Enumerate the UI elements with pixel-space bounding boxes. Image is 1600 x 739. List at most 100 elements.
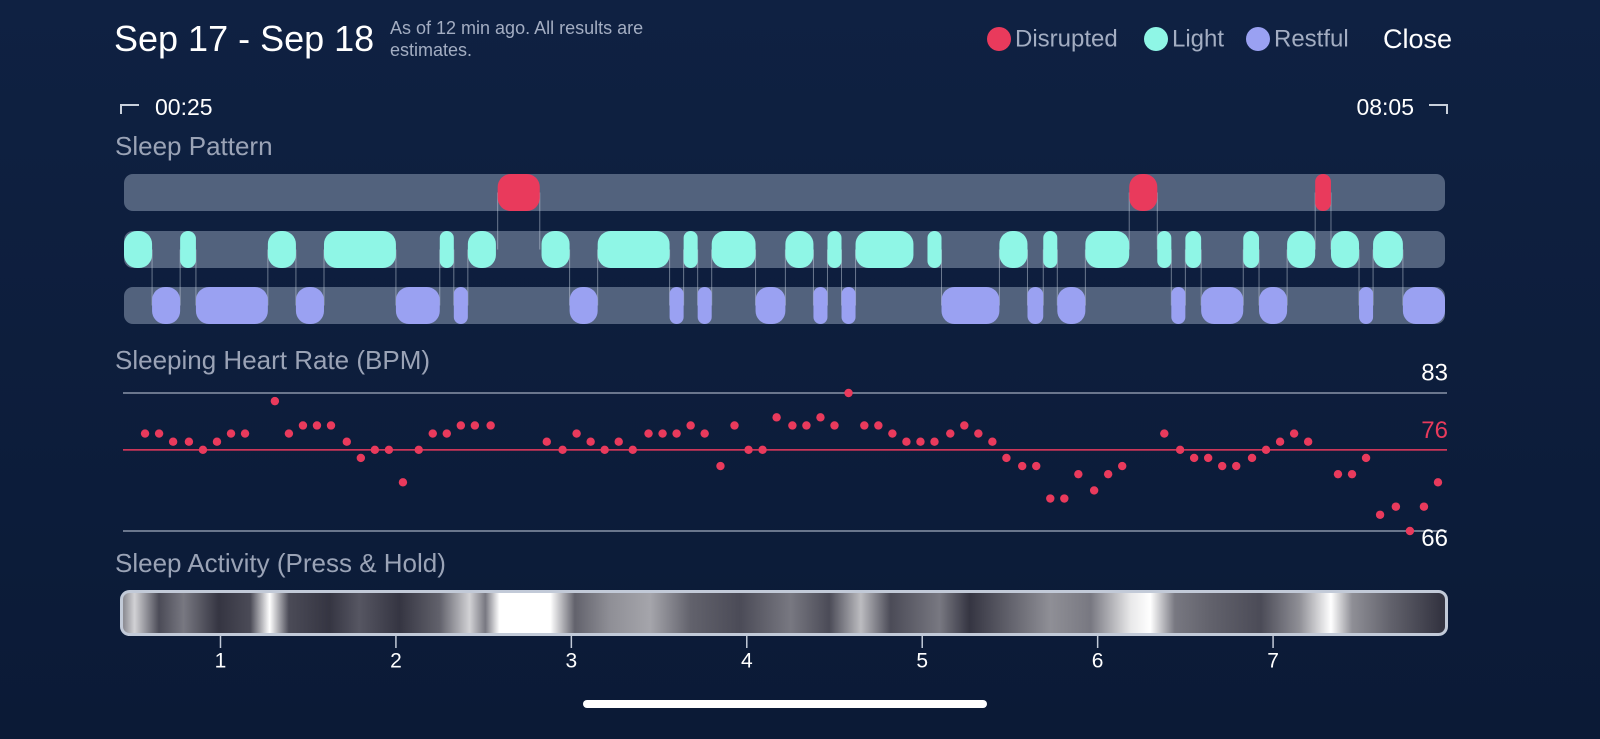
sleep-segment (827, 231, 842, 268)
sleep-segment (395, 287, 440, 324)
sleep-segment (755, 287, 786, 324)
heart-rate-dot (1175, 445, 1185, 455)
heart-rate-dot (600, 445, 609, 455)
heart-rate-dot (686, 421, 695, 430)
section-title: Sleeping Heart Rate (BPM) (115, 345, 430, 375)
sleep-segment (841, 287, 856, 324)
sleep-segment (941, 287, 1000, 324)
sleep-segment (855, 231, 914, 268)
heart-rate-dot (1060, 494, 1069, 503)
x-tick-label: 7 (1267, 650, 1279, 673)
heart-rate-dot (370, 445, 380, 455)
heart-rate-dot (700, 429, 709, 438)
heart-rate-dot (1391, 502, 1401, 511)
sleep-segment (1243, 231, 1260, 268)
heart-rate-dot (486, 421, 495, 430)
sleep-segment (124, 231, 153, 268)
heart-rate-dot (802, 421, 811, 430)
heart-rate-dot (860, 421, 869, 430)
range-start-bracket (120, 104, 139, 114)
heart-rate-dot (830, 421, 839, 430)
heart-rate-dot (226, 429, 236, 438)
sleep-segment (1057, 287, 1086, 324)
heart-rate-dot (572, 429, 581, 438)
sleep-segment (295, 287, 324, 324)
heart-rate-dot (672, 429, 681, 438)
heart-rate-dot (154, 429, 164, 438)
heart-rate-dot (1103, 469, 1113, 479)
heart-rate-dot (744, 445, 753, 455)
legend-swatch (1246, 27, 1270, 51)
range-start: 00:25 (155, 94, 213, 120)
legend-label: Light (1172, 25, 1224, 52)
range-end-bracket (1429, 104, 1448, 114)
heart-rate-dot (1018, 461, 1027, 471)
heart-rate-dot (930, 437, 939, 446)
heart-rate-dot (758, 445, 767, 455)
sleep-segment (453, 287, 468, 324)
x-tick-label: 4 (741, 650, 753, 673)
legend-label: Disrupted (1015, 25, 1118, 52)
sleep-segment (1201, 287, 1244, 324)
sleep-segment (1330, 231, 1360, 268)
sleep-segment (1043, 231, 1058, 268)
x-tick-label: 6 (1092, 650, 1104, 673)
heart-rate-dot (1275, 437, 1285, 446)
heart-rate-dot (558, 445, 567, 455)
x-tick-label: 3 (566, 650, 578, 673)
heart-rate-dot (442, 429, 451, 438)
heart-rate-dot (974, 429, 983, 438)
sleep-segment (497, 174, 540, 211)
heart-rate-dot (644, 429, 653, 438)
heart-rate-dot (1074, 469, 1083, 479)
heart-rate-dot (988, 437, 997, 446)
average-label: 76 (1421, 417, 1448, 444)
heart-rate-dot (844, 388, 853, 398)
heart-rate-dot (168, 437, 178, 446)
sleep-segment (1315, 174, 1331, 211)
heart-rate-dot (960, 421, 969, 430)
sleep-segment (1287, 231, 1316, 268)
heart-rate-dot (1002, 453, 1011, 463)
sleep-segment (1171, 287, 1186, 324)
subtitle: As of 12 min ago. All results are estima… (390, 18, 644, 60)
sleep-segment (669, 287, 684, 324)
section-title: Sleep Pattern (115, 131, 273, 161)
sleep-segment (1373, 231, 1403, 268)
sleep-segment (597, 231, 670, 268)
range-end: 08:05 (1356, 94, 1414, 120)
sleep-segment (323, 231, 396, 268)
heart-rate-dot (788, 421, 797, 430)
heart-rate-dot (916, 437, 925, 446)
heart-rate-dot (874, 421, 883, 430)
heart-rate-dot (772, 413, 781, 422)
heart-rate-dot (298, 421, 308, 430)
heart-rate-dot (456, 421, 466, 430)
heart-rate-dot (586, 437, 595, 446)
sleep-segment (1085, 231, 1130, 268)
heart-rate-dot (1347, 469, 1357, 479)
x-tick-label: 5 (916, 650, 928, 673)
title: Sep 17 - Sep 18 (114, 18, 375, 59)
sleep-segment (439, 231, 454, 268)
heart-rate-dot (1118, 461, 1127, 471)
sleep-segment (1402, 287, 1445, 324)
heart-rate-dot (1046, 494, 1055, 503)
sleep-segment (1259, 287, 1288, 324)
sleep-segment (569, 287, 598, 324)
heart-rate-dot (184, 437, 194, 446)
heart-rate-dot (1333, 469, 1343, 479)
heart-rate-dot (284, 429, 294, 438)
x-tick-label: 1 (215, 650, 227, 673)
y-tick-label: 66 (1421, 525, 1448, 552)
heart-rate-dot (198, 445, 208, 455)
heart-rate-dot (1189, 453, 1199, 463)
heart-rate-dot (428, 429, 437, 438)
sleep-segment (1185, 231, 1202, 268)
close-button[interactable]: Close (1383, 24, 1453, 54)
heart-rate-dot (614, 437, 623, 446)
sleep-segment (683, 231, 698, 268)
heart-rate-dot (542, 437, 551, 446)
